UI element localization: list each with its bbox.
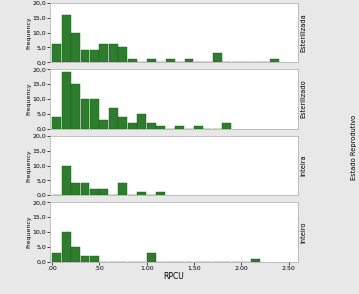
Bar [99, 120, 108, 129]
Bar [222, 123, 231, 129]
Bar [71, 84, 80, 129]
Bar [175, 126, 184, 129]
Bar [128, 59, 137, 62]
Bar [71, 183, 80, 195]
Bar [80, 183, 89, 195]
Y-axis label: Frequency: Frequency [26, 16, 31, 49]
Bar [99, 189, 108, 195]
Bar [80, 50, 89, 62]
Bar [90, 50, 99, 62]
Bar [99, 44, 108, 62]
Bar [185, 59, 194, 62]
Bar [118, 117, 127, 129]
Text: Esterilizado: Esterilizado [300, 80, 307, 118]
Bar [156, 126, 165, 129]
Bar [109, 44, 118, 62]
Bar [62, 232, 71, 262]
Bar [109, 108, 118, 129]
Text: Inteiro: Inteiro [300, 221, 307, 243]
Bar [213, 54, 222, 62]
Bar [137, 192, 146, 195]
Bar [71, 33, 80, 62]
Bar [62, 166, 71, 195]
Bar [137, 114, 146, 129]
Bar [147, 253, 156, 262]
Bar [194, 126, 203, 129]
Bar [156, 192, 165, 195]
Bar [147, 123, 156, 129]
Bar [118, 183, 127, 195]
Y-axis label: Frequency: Frequency [26, 83, 31, 115]
Bar [52, 253, 61, 262]
Bar [270, 59, 279, 62]
Bar [90, 256, 99, 262]
Bar [80, 256, 89, 262]
Bar [52, 44, 61, 62]
Bar [71, 247, 80, 262]
Text: Inteira: Inteira [300, 155, 307, 176]
Bar [80, 99, 89, 129]
Y-axis label: Frequency: Frequency [26, 149, 31, 182]
Text: Estado Reprodutivo: Estado Reprodutivo [351, 114, 357, 180]
Bar [90, 189, 99, 195]
Bar [62, 15, 71, 62]
Bar [165, 59, 174, 62]
Bar [90, 99, 99, 129]
Text: Esterilizada: Esterilizada [300, 13, 307, 52]
Bar [251, 259, 260, 262]
Bar [62, 72, 71, 129]
Y-axis label: Frequency: Frequency [26, 216, 31, 248]
Bar [52, 117, 61, 129]
X-axis label: RPCU: RPCU [164, 272, 185, 281]
Bar [147, 59, 156, 62]
Bar [128, 123, 137, 129]
Bar [118, 47, 127, 62]
